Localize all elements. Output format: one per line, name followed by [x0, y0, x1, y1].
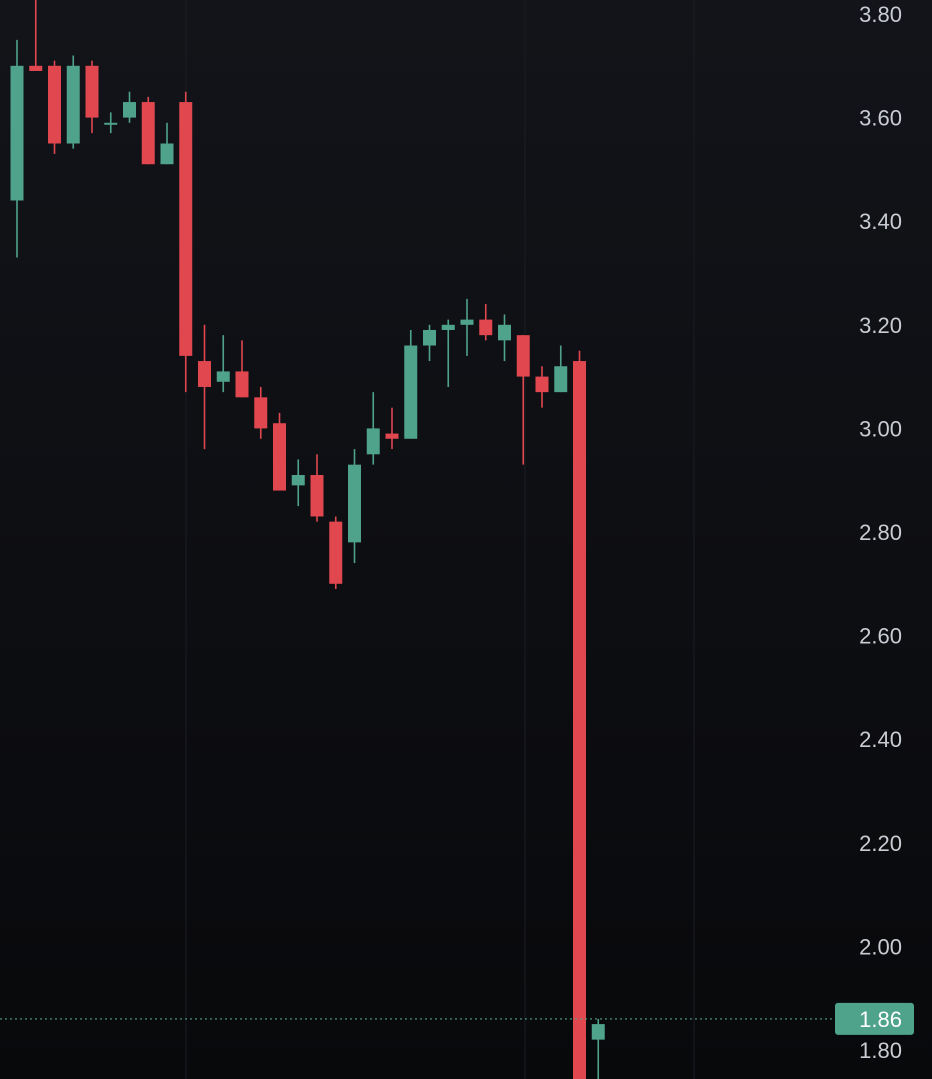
- candle-body[interactable]: [160, 143, 174, 165]
- grid-layer: [185, 0, 695, 1079]
- candle-body[interactable]: [291, 475, 305, 486]
- candle-body[interactable]: [423, 329, 436, 346]
- candle-body[interactable]: [591, 1024, 605, 1040]
- y-tick-label: 2.00: [859, 934, 902, 959]
- candle-body[interactable]: [554, 366, 568, 393]
- candle-body[interactable]: [498, 324, 511, 341]
- y-tick-label: 2.60: [859, 624, 902, 649]
- candle-body[interactable]: [85, 65, 99, 118]
- candle-body[interactable]: [198, 361, 211, 387]
- candle-body[interactable]: [535, 376, 549, 393]
- y-tick-label: 2.40: [859, 727, 902, 752]
- candle-body[interactable]: [366, 428, 380, 455]
- last-price-marker: 1.86: [0, 1002, 914, 1035]
- candle-body[interactable]: [123, 102, 136, 118]
- candle-body[interactable]: [404, 345, 418, 439]
- last-price-label: 1.86: [859, 1007, 902, 1032]
- y-tick-label: 3.20: [859, 313, 902, 338]
- y-tick-label: 2.20: [859, 831, 902, 856]
- candle-body[interactable]: [104, 122, 118, 125]
- candle-body[interactable]: [516, 335, 530, 377]
- candle-body[interactable]: [10, 65, 24, 201]
- y-tick-label: 3.40: [859, 209, 902, 234]
- candle-body[interactable]: [216, 371, 230, 382]
- candle-body[interactable]: [179, 102, 193, 356]
- y-tick-label: 3.60: [859, 106, 902, 131]
- candle-body[interactable]: [66, 65, 80, 144]
- candle-body[interactable]: [273, 423, 286, 491]
- y-tick-label: 2.80: [859, 520, 902, 545]
- last-price-badge: [835, 1002, 914, 1035]
- candle-body[interactable]: [254, 397, 268, 429]
- candle-body[interactable]: [235, 371, 249, 398]
- candle-body[interactable]: [479, 319, 493, 336]
- y-tick-label: 1.80: [859, 1038, 902, 1063]
- y-tick-label: 3.80: [859, 2, 902, 27]
- candle-body[interactable]: [48, 65, 61, 144]
- price-axis[interactable]: 3.80 3.60 3.40 3.20 3.00 2.80 2.60 2.40 2.20 2.00…: [859, 2, 902, 1063]
- candle-body[interactable]: [441, 324, 455, 330]
- candle-body[interactable]: [310, 475, 324, 517]
- candle-body[interactable]: [460, 319, 474, 325]
- candle-body[interactable]: [348, 464, 361, 543]
- candle-body[interactable]: [329, 521, 343, 584]
- candles-layer: [10, 0, 605, 1079]
- y-tick-label: 3.00: [859, 416, 902, 441]
- candle-body[interactable]: [141, 102, 155, 165]
- candle-body[interactable]: [385, 433, 399, 439]
- candle-body[interactable]: [573, 361, 586, 1079]
- candle-body[interactable]: [29, 65, 43, 71]
